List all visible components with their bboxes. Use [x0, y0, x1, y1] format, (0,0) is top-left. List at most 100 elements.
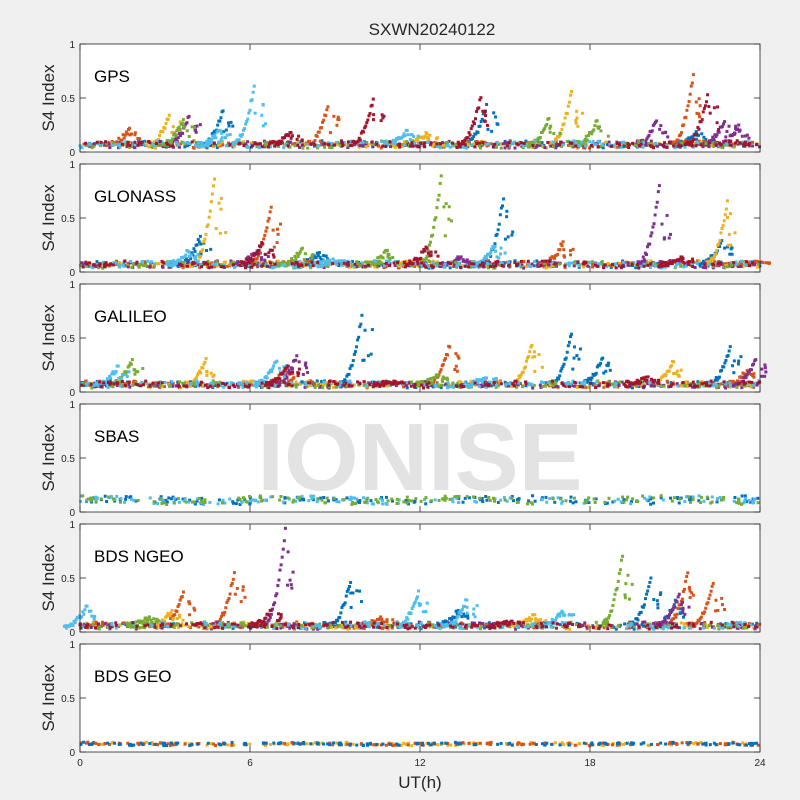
data-point: [192, 381, 196, 385]
data-point: [604, 140, 608, 144]
data-point: [80, 262, 84, 266]
data-point: [595, 119, 599, 123]
data-point: [302, 261, 306, 265]
data-point: [574, 144, 578, 148]
data-point: [427, 381, 431, 385]
data-point: [729, 243, 733, 247]
data-point: [485, 259, 489, 263]
data-point: [344, 381, 348, 385]
data-point: [547, 263, 551, 267]
data-point: [668, 141, 672, 145]
data-point: [725, 199, 729, 203]
data-point: [730, 261, 734, 265]
data-point: [264, 383, 268, 387]
data-point: [157, 262, 161, 266]
data-point: [309, 142, 313, 146]
data-point: [259, 258, 263, 262]
data-point: [569, 253, 573, 257]
data-point: [177, 125, 181, 129]
data-point: [130, 358, 134, 362]
data-point: [298, 382, 302, 386]
data-point: [662, 261, 666, 265]
data-point: [186, 141, 190, 145]
data-point: [641, 145, 645, 149]
data-point: [531, 494, 535, 498]
data-point: [105, 500, 109, 504]
data-point: [519, 373, 523, 377]
data-point: [448, 345, 452, 349]
data-point: [503, 141, 507, 145]
data-point: [643, 378, 647, 382]
data-point: [407, 502, 411, 506]
data-point: [326, 499, 330, 503]
data-point: [737, 123, 741, 127]
data-point: [648, 265, 652, 269]
data-point: [113, 261, 117, 265]
data-point: [463, 264, 467, 268]
data-point: [434, 137, 438, 141]
data-point: [424, 265, 428, 269]
data-point: [116, 381, 120, 385]
data-point: [725, 143, 729, 147]
data-point: [715, 386, 719, 390]
data-point: [359, 131, 363, 135]
data-point: [153, 384, 157, 388]
data-point: [260, 256, 264, 260]
data-point: [80, 383, 84, 387]
data-point: [117, 136, 121, 140]
data-point: [291, 377, 295, 381]
data-point: [645, 137, 649, 141]
data-point: [507, 141, 511, 145]
data-point: [126, 140, 130, 144]
data-point: [569, 382, 573, 386]
data-point: [747, 383, 751, 387]
data-point: [573, 260, 577, 264]
data-point: [200, 384, 204, 388]
data-point: [481, 500, 485, 504]
data-point: [484, 385, 488, 389]
data-point: [752, 375, 756, 379]
data-point: [586, 264, 590, 268]
data-point: [123, 259, 127, 263]
data-point: [282, 375, 286, 379]
data-point: [733, 231, 737, 235]
data-point: [127, 380, 131, 384]
data-point: [606, 384, 610, 388]
data-point: [586, 380, 590, 384]
data-point: [347, 372, 351, 376]
data-point: [431, 233, 435, 237]
data-point: [151, 143, 155, 147]
data-point: [326, 141, 330, 145]
data-point: [647, 133, 651, 137]
data-point: [233, 143, 237, 147]
data-point: [297, 371, 301, 375]
data-point: [374, 262, 378, 266]
data-point: [603, 263, 607, 267]
data-point: [453, 383, 457, 387]
data-point: [558, 132, 562, 136]
data-point: [380, 382, 384, 386]
data-point: [423, 249, 427, 253]
data-point: [526, 381, 530, 385]
data-point: [718, 239, 722, 243]
data-point: [198, 234, 202, 238]
data-point: [240, 141, 244, 145]
data-point: [120, 142, 124, 146]
data-point: [554, 379, 558, 383]
data-point: [371, 144, 375, 148]
data-point: [105, 263, 109, 267]
data-point: [714, 143, 718, 147]
data-point: [209, 381, 213, 385]
data-point: [136, 370, 140, 374]
data-point: [232, 382, 236, 386]
data-point: [248, 261, 252, 265]
data-point: [364, 384, 368, 388]
data-point: [316, 145, 320, 149]
data-point: [362, 380, 366, 384]
data-point: [624, 142, 628, 146]
data-point: [588, 140, 592, 144]
data-point: [322, 496, 326, 500]
data-point: [188, 498, 192, 502]
data-point: [195, 499, 199, 503]
data-point: [149, 260, 153, 264]
